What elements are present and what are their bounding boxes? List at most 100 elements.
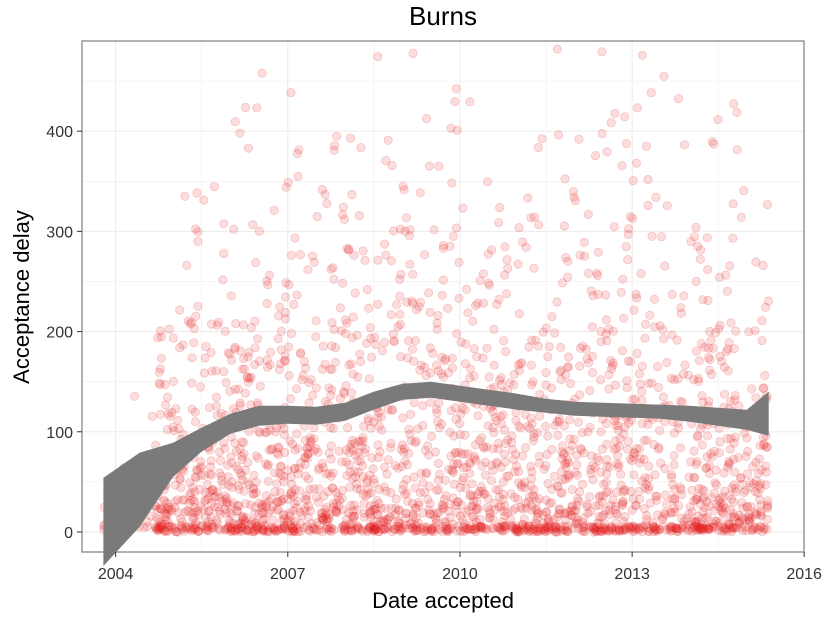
data-point (269, 205, 279, 215)
data-point (497, 517, 507, 527)
data-point (420, 446, 431, 456)
data-point (237, 451, 247, 461)
data-point (575, 343, 586, 353)
data-point (356, 436, 366, 446)
data-point (357, 526, 368, 536)
data-point (693, 516, 703, 527)
data-point (666, 373, 676, 383)
data-point (165, 411, 175, 421)
data-point (391, 300, 402, 310)
data-point (352, 479, 362, 489)
data-point (541, 367, 551, 378)
data-point (156, 353, 166, 363)
data-point (532, 428, 543, 438)
data-point (693, 431, 703, 441)
data-point (494, 294, 504, 304)
data-point (720, 503, 730, 513)
data-point (398, 523, 408, 533)
data-point (270, 525, 280, 536)
data-point (542, 449, 552, 460)
data-point (634, 486, 644, 496)
data-point (641, 520, 651, 530)
data-point (621, 242, 631, 252)
data-point (232, 501, 243, 511)
data-point (220, 525, 231, 535)
data-point (560, 508, 570, 519)
data-point (501, 471, 512, 481)
data-point (327, 317, 337, 328)
data-point (604, 526, 614, 536)
data-point (286, 250, 297, 260)
data-point (431, 404, 441, 414)
data-point (207, 519, 217, 530)
data-point (724, 491, 734, 501)
data-point (597, 128, 607, 139)
data-point (592, 522, 602, 532)
data-point (191, 224, 201, 234)
data-point (627, 505, 637, 515)
data-point (458, 203, 468, 213)
data-point (678, 520, 688, 531)
data-point (643, 526, 653, 536)
data-point (303, 453, 313, 463)
data-point (338, 504, 348, 515)
data-point (581, 344, 591, 354)
data-point (499, 506, 509, 517)
data-point (546, 383, 557, 393)
data-point (293, 443, 303, 453)
data-point (242, 525, 252, 535)
data-point (495, 375, 505, 385)
data-point (599, 525, 609, 535)
data-point (714, 324, 724, 334)
data-point (578, 522, 588, 533)
data-point (689, 232, 700, 242)
data-point (269, 525, 279, 535)
data-point (762, 200, 773, 210)
data-point (420, 362, 430, 372)
data-point (440, 354, 451, 364)
data-point (327, 365, 337, 375)
data-point (715, 493, 725, 504)
data-point (659, 463, 670, 474)
data-point (568, 187, 579, 197)
data-point (178, 340, 188, 350)
data-point (421, 467, 432, 478)
data-point (248, 489, 258, 499)
data-point (488, 514, 498, 524)
data-point (429, 522, 439, 533)
data-point (165, 521, 175, 531)
data-point (737, 522, 747, 532)
data-point (376, 412, 386, 422)
data-point (737, 512, 747, 523)
data-point (381, 522, 392, 532)
data-point (576, 445, 586, 455)
data-point (163, 508, 173, 518)
data-point (161, 400, 171, 410)
data-point (362, 525, 373, 535)
data-point (704, 523, 714, 533)
data-point (395, 224, 406, 234)
data-point (239, 353, 249, 364)
data-point (756, 509, 766, 520)
data-point (341, 445, 351, 455)
data-point (702, 431, 713, 441)
data-point (314, 484, 324, 494)
x-axis: 2004 2007 2010 2013 2016 (98, 552, 822, 583)
data-point (233, 464, 243, 475)
data-point (601, 487, 612, 498)
data-point (272, 497, 283, 507)
data-point (655, 425, 665, 436)
data-point (683, 520, 693, 530)
data-point (561, 458, 571, 468)
data-point (318, 515, 328, 525)
data-point (625, 523, 635, 534)
data-point (379, 524, 389, 534)
data-point (594, 492, 604, 502)
data-point (431, 518, 441, 529)
data-point (447, 465, 457, 475)
data-point (183, 316, 193, 326)
data-point (501, 520, 511, 531)
data-point (390, 509, 401, 520)
data-point (373, 509, 383, 520)
data-point (286, 88, 296, 98)
